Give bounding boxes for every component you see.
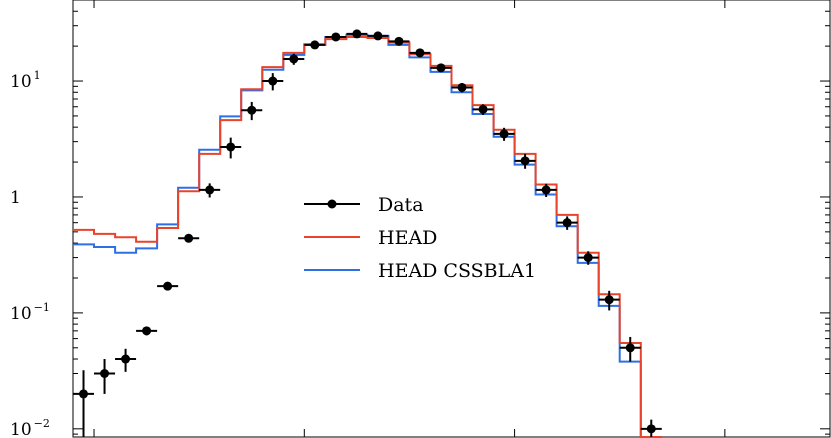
y-tick-label-3: 10 1 <box>10 69 41 92</box>
legend: Data HEAD HEAD CSSBLA1 <box>304 194 536 282</box>
data-point <box>283 53 305 65</box>
y-tick-label-base: 1 <box>10 188 21 208</box>
data-point-marker <box>415 48 425 58</box>
data-point <box>640 419 662 437</box>
y-tick-label-0: 10 −2 <box>10 417 50 438</box>
data-point-marker <box>604 295 614 305</box>
data-point <box>94 359 116 394</box>
data-point <box>598 290 620 311</box>
data-point-marker <box>247 105 257 115</box>
data-point-marker <box>142 326 152 336</box>
data-point-marker <box>583 253 593 263</box>
data-point <box>556 216 578 230</box>
data-point <box>451 82 473 93</box>
data-point <box>115 348 137 372</box>
data-point <box>157 281 179 291</box>
data-point <box>199 183 221 198</box>
data-point <box>388 36 410 46</box>
data-point <box>304 40 326 50</box>
data-point-marker <box>373 31 383 41</box>
data-point-marker <box>625 343 635 353</box>
data-point <box>241 101 263 121</box>
y-tick-label-1: 10 −1 <box>10 301 50 324</box>
data-point-marker <box>163 281 173 291</box>
legend-head-label: HEAD <box>378 227 437 249</box>
y-tick-label-base: 10 <box>10 420 32 438</box>
data-point-marker <box>352 29 362 39</box>
series-head-step <box>73 36 662 438</box>
data-point-marker <box>184 233 194 243</box>
data-point <box>346 29 368 39</box>
y-tick-label-exponent: 1 <box>34 69 41 82</box>
legend-data-label: Data <box>378 194 424 216</box>
data-point <box>535 183 557 197</box>
series-head-cssbla1-step <box>73 33 662 438</box>
data-point <box>619 336 641 362</box>
data-point-marker <box>562 218 572 228</box>
y-tick-label-2: 1 <box>10 188 21 208</box>
y-tick-label-exponent: −2 <box>34 417 50 430</box>
data-point <box>472 104 494 115</box>
data-point-marker <box>79 389 89 399</box>
data-point <box>409 48 431 58</box>
data-point-marker <box>331 32 341 42</box>
y-tick-label-base: 10 <box>10 304 32 324</box>
data-point-marker <box>121 354 131 364</box>
data-point <box>493 127 515 141</box>
plot-frame <box>72 0 831 438</box>
data-point-marker <box>289 54 299 64</box>
data-point-marker <box>100 369 110 379</box>
x-axis-ticks <box>93 0 726 437</box>
data-point-marker <box>478 104 488 114</box>
data-point <box>136 326 158 336</box>
data-point <box>178 233 200 243</box>
data-point-marker <box>310 40 320 50</box>
data-point-marker <box>520 156 530 166</box>
data-point <box>325 32 347 42</box>
data-point <box>430 63 452 73</box>
data-point-marker <box>457 82 467 92</box>
legend-data-marker <box>327 199 337 209</box>
data-point-marker <box>226 142 236 152</box>
data-point-marker <box>499 129 509 139</box>
data-point <box>73 370 95 437</box>
y-tick-label-base: 10 <box>10 72 32 92</box>
data-point-marker <box>205 185 215 195</box>
data-point-marker <box>541 185 551 195</box>
data-point <box>367 31 389 41</box>
series-layer <box>73 29 662 438</box>
y-tick-label-exponent: −1 <box>34 301 50 314</box>
data-point-marker <box>394 36 404 46</box>
data-point <box>262 73 284 91</box>
data-point <box>220 137 242 159</box>
data-point <box>514 153 536 169</box>
data-point-marker <box>268 76 278 86</box>
data-point-marker <box>646 424 656 434</box>
legend-css-label: HEAD CSSBLA1 <box>378 260 536 282</box>
data-point <box>577 251 599 265</box>
data-point-marker <box>436 63 446 73</box>
